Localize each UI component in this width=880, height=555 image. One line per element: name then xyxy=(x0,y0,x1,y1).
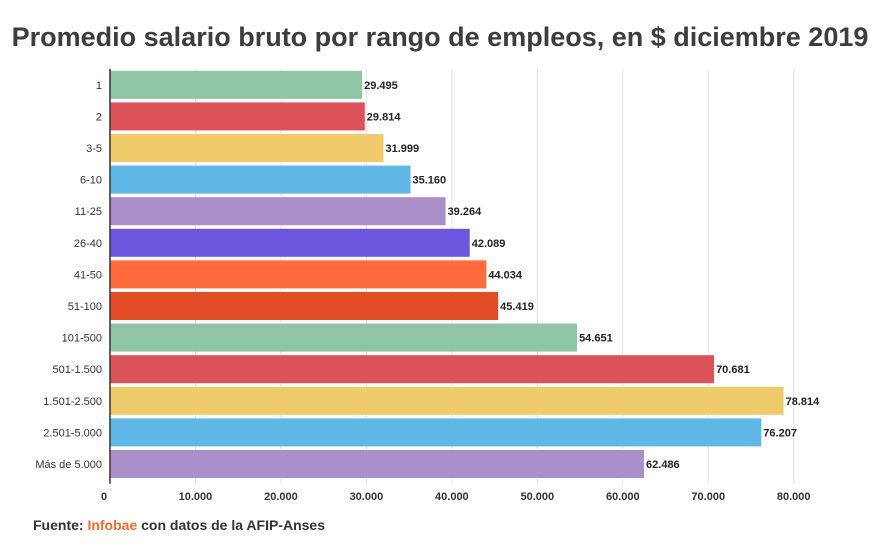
x-tick-label: 10.000 xyxy=(179,491,213,503)
data-label: 31.999 xyxy=(385,143,419,155)
bar xyxy=(110,418,762,447)
source-note: Fuente: Infobae con datos de la AFIP-Ans… xyxy=(33,517,325,533)
data-label: 45.419 xyxy=(500,301,534,313)
data-label: 29.814 xyxy=(367,111,402,123)
y-tick-label: Más de 5.000 xyxy=(35,459,102,471)
data-label: 70.681 xyxy=(716,364,750,376)
chart-title: Promedio salario bruto por rango de empl… xyxy=(11,22,869,52)
bar xyxy=(110,70,363,99)
bar xyxy=(110,386,784,415)
y-tick-label: 26-40 xyxy=(74,238,102,250)
x-tick-label: 40.000 xyxy=(435,491,469,503)
bar xyxy=(110,355,715,384)
x-tick-label: 70.000 xyxy=(691,491,725,503)
data-label: 78.814 xyxy=(786,396,821,408)
bar xyxy=(110,102,365,131)
y-tick-label: 51-100 xyxy=(68,301,102,313)
source-suffix: con datos de la AFIP-Anses xyxy=(141,517,325,533)
data-label: 76.207 xyxy=(763,427,797,439)
y-tick-label: 101-500 xyxy=(62,333,102,345)
data-label: 35.160 xyxy=(412,175,446,187)
data-label: 39.264 xyxy=(448,206,483,218)
x-tick-label: 20.000 xyxy=(264,491,298,503)
y-tick-label: 1.501-2.500 xyxy=(43,396,102,408)
bar xyxy=(110,450,645,478)
data-label: 44.034 xyxy=(488,269,523,281)
y-tick-label: 41-50 xyxy=(74,269,102,281)
data-label: 42.089 xyxy=(472,238,506,250)
bar xyxy=(110,228,470,257)
x-tick-label: 50.000 xyxy=(520,491,554,503)
x-tick-label: 30.000 xyxy=(350,491,384,503)
y-tick-label: 2.501-5.000 xyxy=(43,427,102,439)
bar xyxy=(110,165,411,194)
bar xyxy=(110,260,487,289)
bar xyxy=(110,197,446,226)
y-tick-label: 1 xyxy=(96,80,102,92)
bar xyxy=(110,323,578,352)
x-tick-label: 0 xyxy=(101,491,107,503)
source-prefix: Fuente: xyxy=(33,517,84,533)
y-tick-label: 3-5 xyxy=(86,143,102,155)
y-tick-label: 6-10 xyxy=(80,175,102,187)
data-label: 29.495 xyxy=(364,80,398,92)
data-label: 54.651 xyxy=(579,333,613,345)
x-tick-label: 60.000 xyxy=(606,491,640,503)
source-brand: Infobae xyxy=(87,517,138,533)
y-tick-label: 2 xyxy=(96,111,102,123)
y-tick-label: 11-25 xyxy=(75,206,102,218)
bar xyxy=(110,134,384,162)
data-label: 62.486 xyxy=(646,459,680,471)
y-tick-label: 501-1.500 xyxy=(52,364,102,376)
bar xyxy=(110,292,499,320)
x-tick-label: 80.000 xyxy=(777,491,811,503)
